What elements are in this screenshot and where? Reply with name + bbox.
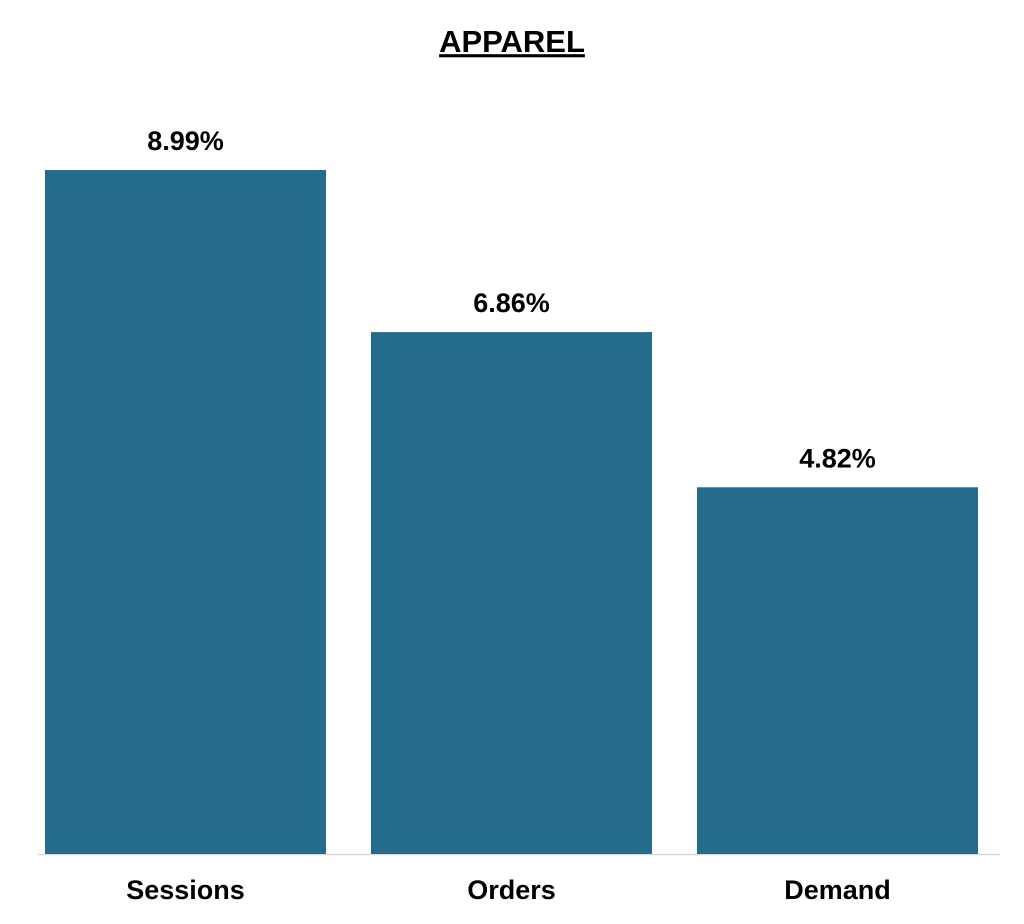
value-label: 6.86%: [473, 288, 550, 318]
value-label: 4.82%: [799, 443, 876, 473]
bar: [45, 170, 326, 854]
bar: [371, 332, 652, 854]
value-label: 8.99%: [147, 126, 224, 156]
chart-title: APPAREL: [439, 24, 585, 59]
x-tick-label: Orders: [467, 875, 556, 905]
x-tick-label: Demand: [784, 875, 891, 905]
bar: [697, 487, 978, 854]
x-tick-label: Sessions: [126, 875, 245, 905]
